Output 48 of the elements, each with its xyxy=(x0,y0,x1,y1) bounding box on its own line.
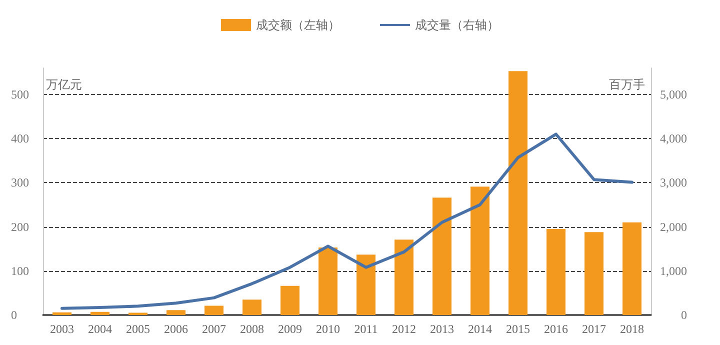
bar xyxy=(622,222,642,315)
bar xyxy=(52,312,72,315)
bar xyxy=(584,232,604,315)
bar xyxy=(546,228,566,315)
legend-label: 成交额（左轴） xyxy=(256,18,340,32)
x-tick-label: 2017 xyxy=(582,322,606,336)
y2-axis-title: 百万手 xyxy=(609,77,645,92)
x-tick-label: 2014 xyxy=(468,322,492,336)
x-tick-label: 2008 xyxy=(240,322,264,336)
bar xyxy=(432,198,452,315)
y-tick-label: 200 xyxy=(11,220,29,234)
legend-label: 成交量（右轴） xyxy=(415,18,499,32)
y-tick-label: 100 xyxy=(11,264,29,278)
x-tick-label: 2012 xyxy=(392,322,416,336)
y-tick-label: 300 xyxy=(11,176,29,190)
x-tick-label: 2015 xyxy=(506,322,530,336)
y-tick-label: 500 xyxy=(11,87,29,102)
y-tick-label: 400 xyxy=(11,132,29,146)
y2-tick-label: 2,000 xyxy=(660,220,687,234)
y2-tick-label: 3,000 xyxy=(660,176,687,190)
x-tick-label: 2006 xyxy=(164,322,188,336)
line-series xyxy=(60,132,634,310)
y2-tick-label: 0 xyxy=(681,308,687,322)
bar xyxy=(394,240,414,315)
x-tick-label: 2005 xyxy=(126,322,150,336)
y-tick-label: 0 xyxy=(11,308,17,322)
x-tick-label: 2003 xyxy=(50,322,74,336)
bar xyxy=(356,254,376,315)
y2-tick-label: 1,000 xyxy=(660,264,687,278)
bar xyxy=(280,286,300,315)
x-tick-label: 2016 xyxy=(544,322,568,336)
bar xyxy=(90,312,110,315)
x-tick-label: 2010 xyxy=(316,322,340,336)
bar xyxy=(242,300,262,315)
bar xyxy=(204,306,224,315)
x-tick-label: 2013 xyxy=(430,322,454,336)
y-axis-title: 万亿元 xyxy=(46,77,82,92)
x-tick-label: 2018 xyxy=(620,322,644,336)
x-tick-label: 2004 xyxy=(88,322,112,336)
y2-tick-label: 4,000 xyxy=(660,132,687,146)
x-tick-label: 2011 xyxy=(354,322,378,336)
bar xyxy=(470,186,490,315)
bar xyxy=(166,310,186,315)
x-tick-label: 2009 xyxy=(278,322,302,336)
x-tick-label: 2007 xyxy=(202,322,226,336)
bar xyxy=(318,248,338,315)
y2-tick-label: 5,000 xyxy=(660,87,687,102)
bar xyxy=(508,71,528,315)
